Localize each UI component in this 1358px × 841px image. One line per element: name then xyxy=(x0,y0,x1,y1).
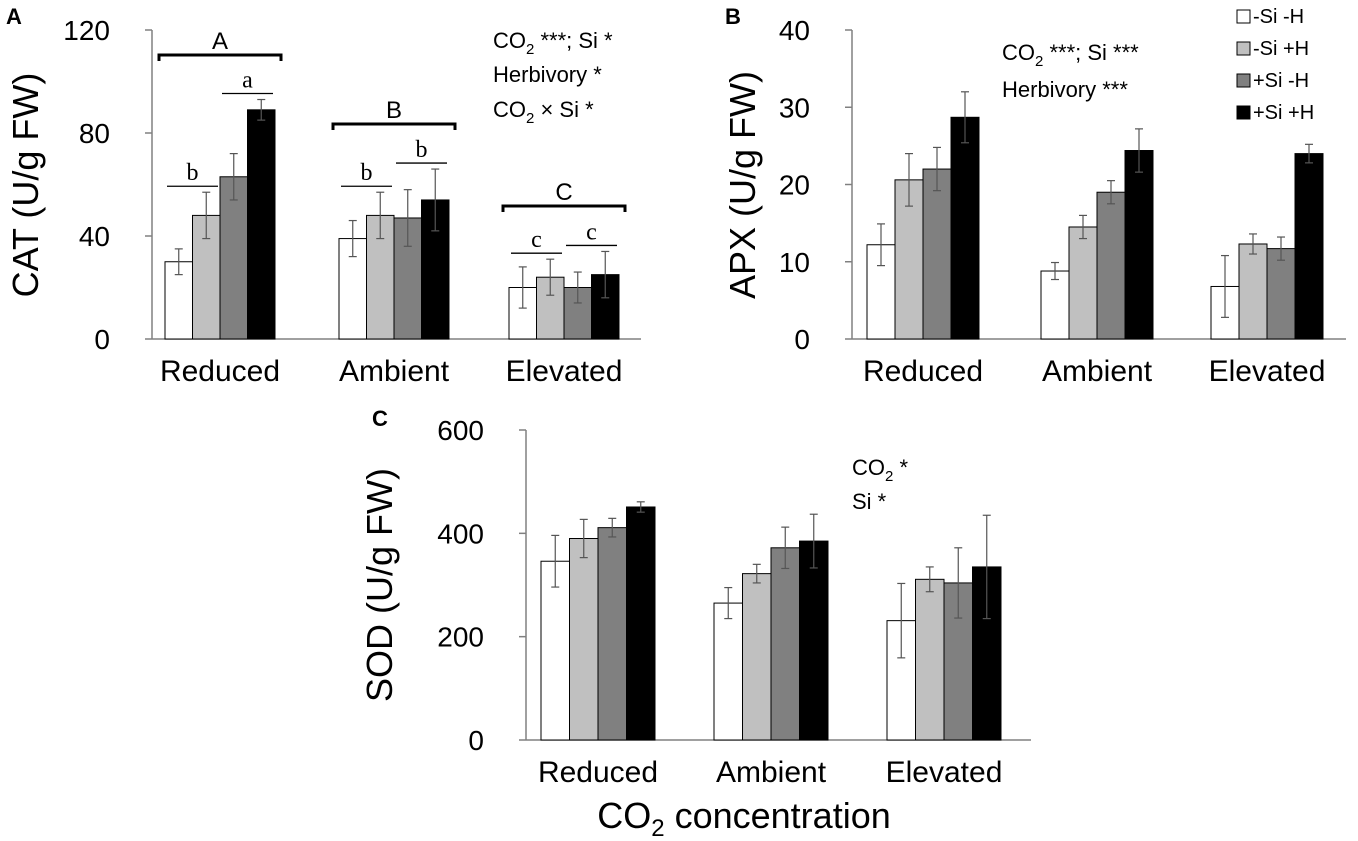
stat-line-herbivory: Herbivory *** xyxy=(1002,77,1128,102)
legend-label: +Si -H xyxy=(1253,70,1309,92)
legend-swatch xyxy=(1236,41,1251,56)
bar-sih-ambient xyxy=(713,602,743,741)
group-letter: B xyxy=(386,97,402,124)
category-label-reduced: Reduced xyxy=(160,355,280,388)
y-tick-label: 120 xyxy=(63,15,110,46)
stat-line-si: Si * xyxy=(852,489,887,514)
y-tick-label: 400 xyxy=(437,518,484,549)
y-tick-label: 0 xyxy=(468,725,484,756)
y-tick-label: 40 xyxy=(79,221,110,252)
x-axis-title-co2-concentration: CO2 concentration xyxy=(597,795,891,841)
y-tick-label: 600 xyxy=(437,415,484,446)
group-bracket xyxy=(157,53,283,61)
pair-letter: b xyxy=(416,137,428,163)
group-bracket xyxy=(501,204,627,212)
y-tick-label: 0 xyxy=(94,324,110,355)
stat-line-co2-x-si: CO2 × Si * xyxy=(493,97,594,127)
bar-sih-reduced xyxy=(247,109,276,340)
bar-sih-elevated xyxy=(1294,153,1324,340)
bar-sih-reduced xyxy=(626,506,656,741)
bar-sih-reduced xyxy=(569,538,599,741)
panel-a: A CAT (U/g FW) 0 40 80 120 Reduced Ambient Ele… xyxy=(5,4,641,388)
stat-line-co2: CO2 * xyxy=(852,455,908,485)
legend: -Si -H -Si +H +Si -H +Si +H xyxy=(1236,6,1314,124)
panel-c: C SOD (U/g FW) 0 200 400 600 Reduced Ambient E… xyxy=(359,406,1031,841)
y-tick-label: 40 xyxy=(779,15,810,46)
pair-letter: a xyxy=(242,68,253,94)
bar-sih-ambient xyxy=(742,573,772,741)
y-axis-title-apx: APX (U/g FW) xyxy=(722,71,763,299)
bar-sih-ambient xyxy=(1096,191,1126,340)
bar-sih-ambient xyxy=(1068,226,1098,340)
bar-sih-elevated xyxy=(1238,243,1268,340)
stat-line-herbivory: Herbivory * xyxy=(493,62,602,87)
stat-line-co2-si: CO2 ***; Si * xyxy=(493,28,613,58)
y-tick-label: 10 xyxy=(779,247,810,278)
plot-area-sod: 0 200 400 600 Reduced Ambient Elevated xyxy=(437,415,1031,789)
legend-label: -Si -H xyxy=(1253,6,1304,28)
bar-sih-ambient xyxy=(1124,150,1154,340)
pair-letter: b xyxy=(361,160,373,186)
legend-swatch xyxy=(1236,105,1251,120)
y-tick-label: 0 xyxy=(794,324,810,355)
bar-sih-ambient xyxy=(770,547,800,741)
panel-b: B APX (U/g FW) 0 10 20 30 40 Reduced Ambient El… xyxy=(722,4,1346,388)
bar-sih-ambient xyxy=(1040,270,1070,340)
y-tick-label: 30 xyxy=(779,92,810,123)
pair-letter: b xyxy=(187,160,199,186)
panel-letter-c: C xyxy=(372,406,388,431)
panel-letter-a: A xyxy=(6,4,22,29)
bar-sih-elevated xyxy=(943,582,973,741)
category-label-ambient: Ambient xyxy=(1042,355,1153,388)
bar-sih-reduced xyxy=(922,168,952,340)
y-tick-label: 80 xyxy=(79,118,110,149)
legend-swatch xyxy=(1236,73,1251,88)
pair-letter: c xyxy=(531,227,542,253)
bar-sih-reduced xyxy=(597,527,627,741)
category-label-elevated: Elevated xyxy=(506,355,623,388)
plot-area-cat: 0 40 80 120 Reduced Ambient Elevated Ab a Bb b Cc c xyxy=(63,15,641,388)
pair-letter: c xyxy=(586,219,597,245)
category-label-reduced: Reduced xyxy=(863,355,983,388)
y-axis-title-sod: SOD (U/g FW) xyxy=(359,468,400,702)
category-label-ambient: Ambient xyxy=(716,756,827,789)
group-letter: A xyxy=(212,28,228,55)
y-tick-label: 200 xyxy=(437,622,484,653)
category-label-elevated: Elevated xyxy=(1209,355,1326,388)
bar-sih-elevated xyxy=(915,578,945,741)
category-label-ambient: Ambient xyxy=(339,355,450,388)
group-bracket xyxy=(331,122,457,130)
y-tick-label: 20 xyxy=(779,170,810,201)
legend-swatch xyxy=(1236,9,1251,24)
bar-sih-reduced xyxy=(950,116,980,340)
bar-sih-elevated xyxy=(1266,248,1296,340)
legend-label: +Si +H xyxy=(1253,102,1314,124)
stat-line-co2-si: CO2 ***; Si *** xyxy=(1002,40,1139,70)
bar-sih-reduced xyxy=(540,560,570,741)
y-axis-title-cat: CAT (U/g FW) xyxy=(5,73,46,298)
bar-sih-ambient xyxy=(799,540,829,741)
plot-area-apx: 0 10 20 30 40 Reduced Ambient Elevated xyxy=(779,15,1346,388)
category-label-reduced: Reduced xyxy=(538,756,658,789)
legend-label: -Si +H xyxy=(1253,38,1309,60)
panel-letter-b: B xyxy=(725,4,741,29)
group-letter: C xyxy=(555,179,572,206)
bar-sih-reduced xyxy=(219,176,248,340)
category-label-elevated: Elevated xyxy=(886,756,1003,789)
